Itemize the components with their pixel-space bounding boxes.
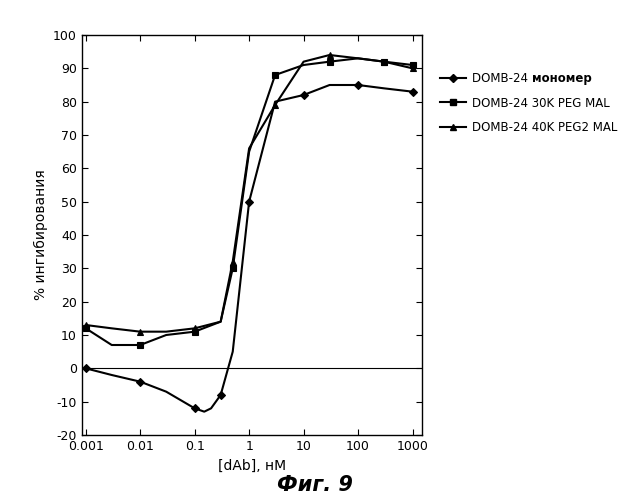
X-axis label: [dAb], нМ: [dAb], нМ xyxy=(218,458,286,472)
Y-axis label: % ингибирования: % ингибирования xyxy=(33,170,48,300)
Text: Фиг. 9: Фиг. 9 xyxy=(277,475,353,495)
Text: мономер: мономер xyxy=(532,72,592,85)
Legend: DOMB-24 , DOMB-24 30K PEG MAL, DOMB-24 40K PEG2 MAL: DOMB-24 , DOMB-24 30K PEG MAL, DOMB-24 4… xyxy=(436,67,622,139)
